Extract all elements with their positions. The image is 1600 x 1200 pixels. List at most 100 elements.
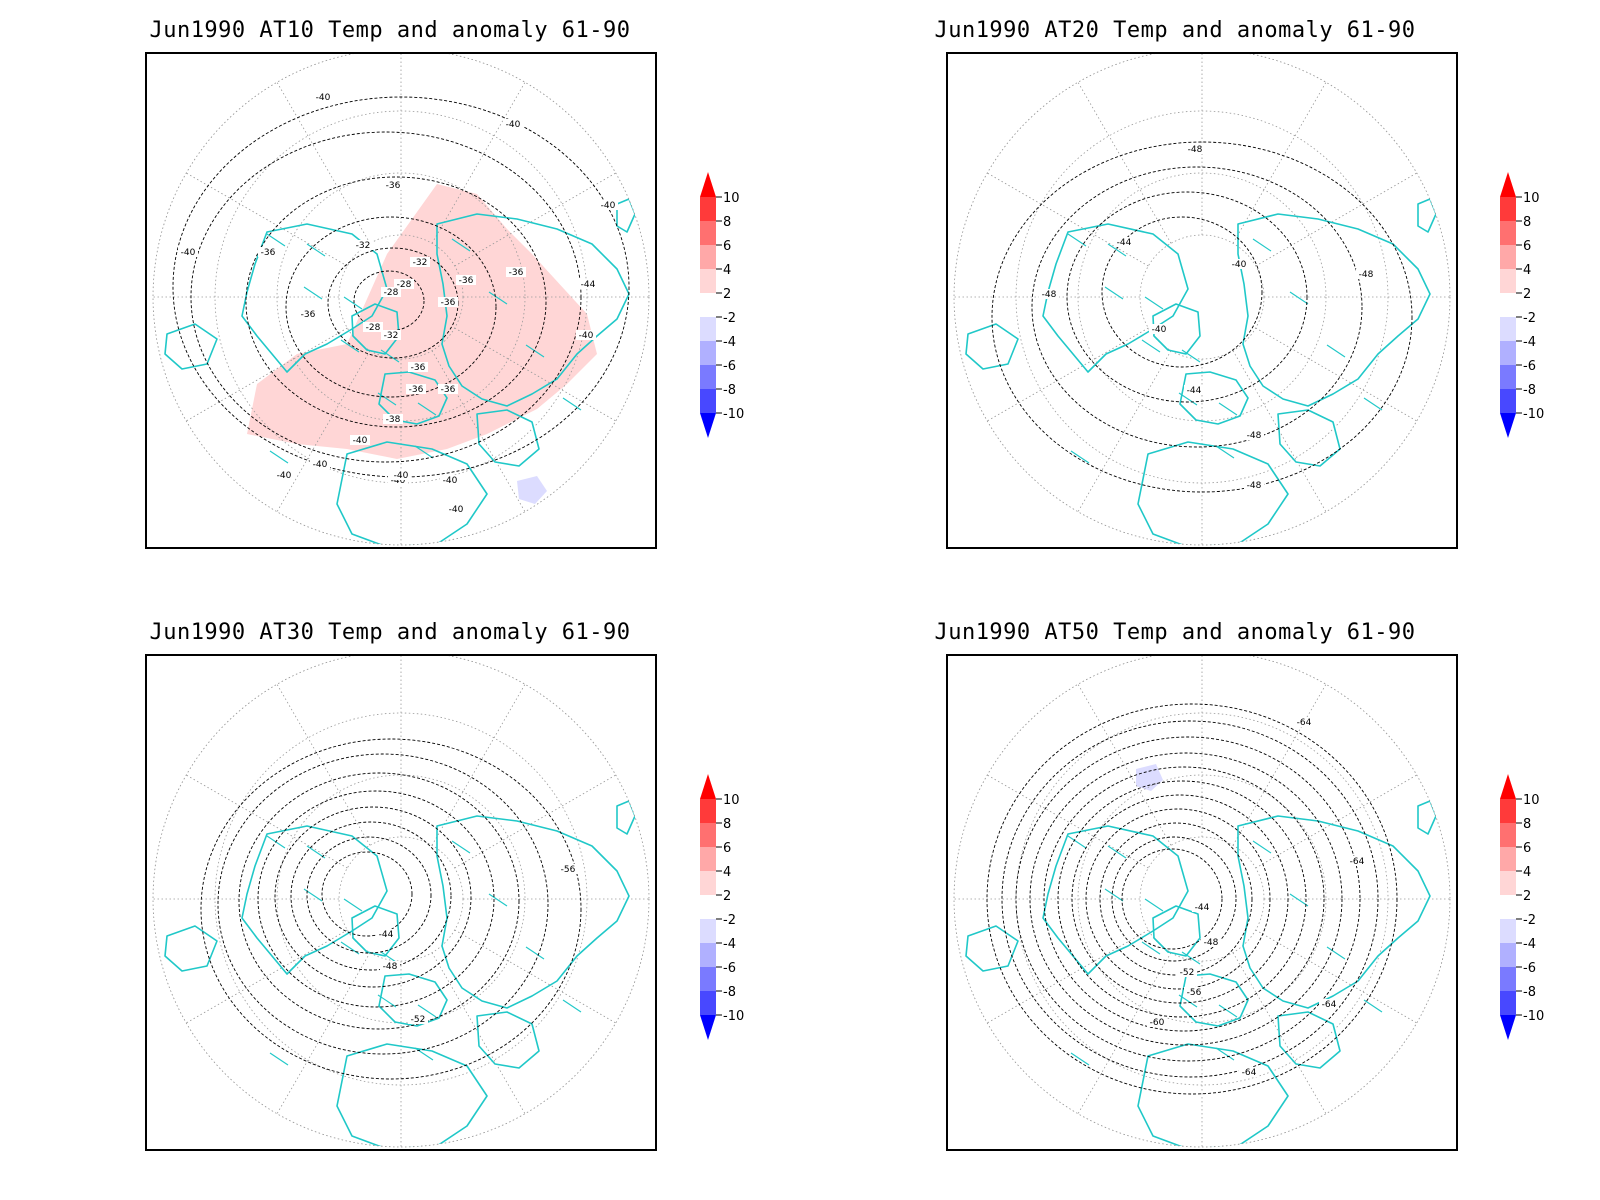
meridian-line xyxy=(276,684,371,846)
temperature-contour xyxy=(1001,720,1379,1078)
contour-label: -52 xyxy=(411,1015,426,1025)
colorbar-at20: 10 8 6 4 2 -2 -4 -6 -8 -10 xyxy=(1500,172,1580,462)
contour-label: -32 xyxy=(384,331,399,341)
colorbar-at50: 10 8 6 4 2 -2 -4 -6 -8 -10 xyxy=(1500,774,1580,1064)
coastline xyxy=(351,905,400,957)
coastline xyxy=(336,441,488,545)
border-line xyxy=(380,349,400,363)
colorbar-min-arrow xyxy=(1500,413,1516,438)
contour-label-bg xyxy=(1347,856,1367,866)
coastline xyxy=(1137,1043,1289,1147)
coastline xyxy=(1042,223,1189,373)
colorbar-max-arrow xyxy=(700,774,716,799)
map-content: -64 -64 -44 -48 -52 -56 -60 -64 -64 xyxy=(954,656,1450,1147)
coastline xyxy=(378,371,448,425)
contour-label: -44 xyxy=(379,930,394,940)
coastline xyxy=(1152,905,1201,957)
colorbar-segment xyxy=(1500,269,1516,293)
colorbar-segment xyxy=(700,847,716,871)
map-boundary xyxy=(953,54,1451,546)
contour-label: -36 xyxy=(261,248,276,258)
colorbar-tick-label: -8 xyxy=(723,985,736,1000)
border-line xyxy=(1107,243,1127,257)
contour-label: -38 xyxy=(386,415,401,425)
colorbar-min-arrow xyxy=(1500,1015,1516,1040)
coastline xyxy=(965,925,1019,972)
map-panel-at10: -40 -40 -40 -40 -36 -36 -36 -36 -36 -36 -32 -32 -32-… xyxy=(145,52,657,549)
border-line xyxy=(1178,392,1198,406)
contour-label-bg xyxy=(1149,324,1169,334)
contour-label-bg xyxy=(383,414,403,424)
colorbar-tick-label: 8 xyxy=(723,817,731,832)
contour-label: -40 xyxy=(313,460,328,470)
meridian-line xyxy=(1232,684,1327,846)
border-line xyxy=(1104,888,1124,902)
contour-label: -48 xyxy=(1359,270,1374,280)
meridian-line xyxy=(1232,82,1327,244)
colorbar-max-arrow xyxy=(700,172,716,197)
temperature-contour xyxy=(306,836,432,954)
border-line xyxy=(525,344,545,358)
colorbar-segment xyxy=(700,341,716,365)
colorbar-tick-label: 4 xyxy=(723,263,731,278)
contour-label-bg xyxy=(410,257,430,267)
contour-label: -40 xyxy=(579,331,594,341)
contour-label-bg xyxy=(1201,937,1221,947)
temperature-contour xyxy=(1043,766,1325,1032)
coastline xyxy=(616,198,636,233)
map-content: -40-40-40-40-36-36-36-36-36-36-32-32-32-… xyxy=(153,54,649,545)
border-line xyxy=(1252,840,1272,854)
coastline xyxy=(616,800,636,835)
coastline xyxy=(1417,800,1437,835)
colorbar-tick-label: -2 xyxy=(1523,311,1536,326)
border-line xyxy=(488,893,508,907)
contour-label-bg xyxy=(298,309,318,319)
border-line xyxy=(1067,835,1087,849)
panel-title-at50: Jun1990 AT50 Temp and anomaly 61-90 xyxy=(934,620,1416,645)
contour-label: -40 xyxy=(353,436,368,446)
contour-label-bg xyxy=(1177,967,1197,977)
contour-label: -64 xyxy=(1297,718,1312,728)
colorbar-segment xyxy=(700,365,716,389)
colorbar-segment xyxy=(1500,967,1516,991)
contour-label: -28 xyxy=(397,280,412,290)
border-line xyxy=(488,291,508,305)
contour-label-bg xyxy=(578,279,598,289)
colorbar-tick-label: 6 xyxy=(723,239,731,254)
contour-label-bg xyxy=(406,384,426,394)
border-line xyxy=(1178,994,1198,1008)
colorbar-tick-label: 4 xyxy=(1523,865,1531,880)
contour-label-bg xyxy=(363,322,383,332)
colorbar-tick-label: -10 xyxy=(1523,1009,1544,1024)
contour-label-bg xyxy=(576,330,596,340)
temperature-contour xyxy=(1015,736,1361,1062)
coastline xyxy=(1277,1011,1341,1069)
contour-label-bg xyxy=(1294,717,1314,727)
contour-label-bg xyxy=(1244,480,1264,490)
border-line xyxy=(377,392,397,406)
colorbar-tick-label: 2 xyxy=(723,889,731,904)
colorbar-tick-label: -4 xyxy=(723,937,736,952)
coastline xyxy=(965,323,1019,370)
colorbar-segment xyxy=(1500,341,1516,365)
map-svg-at50: -64 -64 -44 -48 -52 -56 -60 -64 -64 xyxy=(953,656,1451,1148)
colorbar-tick-label: -4 xyxy=(1523,335,1536,350)
coastline xyxy=(476,409,540,467)
temperature-contour xyxy=(1099,822,1253,976)
contour-label-bg xyxy=(506,267,526,277)
border-line xyxy=(1218,402,1238,416)
colorbar-segment xyxy=(1500,991,1516,1015)
colorbar-segment xyxy=(1500,317,1516,341)
border-line xyxy=(377,994,397,1008)
colorbar-tick-label: 10 xyxy=(723,793,740,808)
border-line xyxy=(1070,450,1090,464)
colorbar-segment xyxy=(1500,197,1516,221)
colorbar-segment xyxy=(700,823,716,847)
colorbar-segment xyxy=(1500,221,1516,245)
border-line xyxy=(414,445,434,459)
coastline xyxy=(336,1043,488,1147)
map-content: -44 -48 -52 -56 xyxy=(153,656,649,1147)
temperature-contour xyxy=(257,790,495,1008)
colorbar-segment xyxy=(700,269,716,293)
contour-label-bg xyxy=(1185,144,1205,154)
